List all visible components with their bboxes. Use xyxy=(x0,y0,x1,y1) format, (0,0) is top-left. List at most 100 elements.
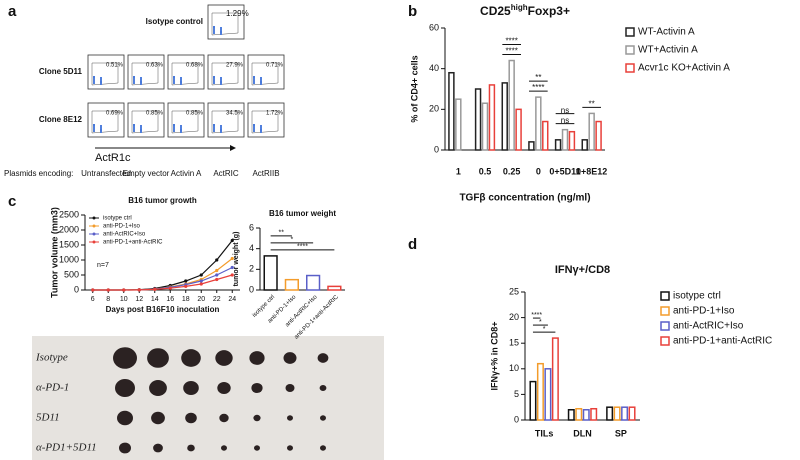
dot xyxy=(260,129,262,131)
tumor xyxy=(219,413,229,423)
significance: **** xyxy=(297,244,308,251)
dot xyxy=(253,82,255,84)
legend-swatch xyxy=(625,27,635,37)
significance: **** xyxy=(505,37,517,46)
dot xyxy=(220,125,222,127)
dot xyxy=(253,126,255,128)
dot xyxy=(213,82,215,84)
photo-row-label: 5D11 xyxy=(36,412,60,424)
y-axis-label: tumor weight (g) xyxy=(233,232,240,287)
y-tick-label: 15 xyxy=(509,338,519,348)
x-tick-label: 0+8E12 xyxy=(576,166,607,176)
chart-title: CD25highFoxp3+ xyxy=(480,3,570,18)
dot xyxy=(133,130,135,132)
tumor xyxy=(320,415,326,421)
dot xyxy=(173,82,175,84)
bar xyxy=(554,139,562,151)
y-tick-label: 5 xyxy=(514,389,519,399)
tumor xyxy=(251,382,263,394)
dot xyxy=(133,82,135,84)
point xyxy=(230,238,234,243)
legend-label: WT-Activin A xyxy=(638,27,695,38)
dot xyxy=(140,127,142,129)
dot xyxy=(93,78,95,80)
dot xyxy=(100,129,102,131)
tumor xyxy=(115,379,135,397)
x-tick-label: 16 xyxy=(166,296,174,303)
dot xyxy=(140,79,142,81)
significance: * xyxy=(543,326,546,333)
dot xyxy=(173,80,175,82)
dot xyxy=(133,80,135,82)
significance: **** xyxy=(505,47,517,56)
dot xyxy=(213,76,215,78)
bar xyxy=(606,406,614,421)
x-tick-label: 0 xyxy=(536,166,541,176)
y-axis-label: Tumor volume (mm3) xyxy=(49,207,59,298)
dot xyxy=(100,131,102,133)
legend-marker xyxy=(92,216,96,220)
point xyxy=(168,286,172,290)
dot xyxy=(173,128,175,130)
y-tick-label: 20 xyxy=(509,312,519,322)
legend-label: anti-PD-1+Iso xyxy=(103,224,141,230)
tumor xyxy=(119,442,131,454)
dot xyxy=(220,131,222,133)
tumor xyxy=(183,380,199,396)
flow-pct: 0.85% xyxy=(186,111,204,117)
panel-label: b xyxy=(408,3,417,20)
bar xyxy=(561,128,569,151)
legend-marker xyxy=(92,240,96,244)
dot xyxy=(100,81,102,83)
dot xyxy=(93,80,95,82)
dot xyxy=(220,127,222,129)
dot xyxy=(133,78,135,80)
y-tick-label: 2000 xyxy=(59,224,79,234)
bar xyxy=(327,285,342,291)
dot xyxy=(220,33,222,35)
point xyxy=(91,288,95,292)
series-line xyxy=(92,274,233,291)
tumors xyxy=(113,347,329,454)
tumor xyxy=(153,443,163,453)
legend-label: WT+Activin A xyxy=(638,45,698,56)
bar xyxy=(595,120,602,151)
tumor xyxy=(319,384,327,392)
bar xyxy=(590,407,598,421)
column-label: ActRIC xyxy=(213,169,239,178)
y-tick-label: 500 xyxy=(64,269,79,279)
dot xyxy=(213,124,215,126)
legend-marker xyxy=(92,232,96,236)
legend-swatch xyxy=(625,63,635,73)
x-tick-label: 1 xyxy=(456,166,461,176)
significance: * xyxy=(539,319,542,326)
significance: ** xyxy=(279,230,285,237)
tumor xyxy=(151,411,165,425)
flow-pct: 0.71% xyxy=(266,63,284,69)
tumor xyxy=(287,445,293,451)
y-axis-label: IFNγ+% in CD8+ xyxy=(489,321,499,390)
x-tick-label: anti-PD-1+anti-ActRIC xyxy=(294,294,341,341)
tumor xyxy=(254,445,260,451)
bar xyxy=(621,406,629,421)
title-sup: high xyxy=(511,3,528,12)
dot xyxy=(100,127,102,129)
tumor xyxy=(317,353,329,363)
dot xyxy=(253,80,255,82)
dot xyxy=(140,131,142,133)
y-tick-label: 0 xyxy=(249,284,254,294)
dot xyxy=(213,78,215,80)
x-tick-label: DLN xyxy=(573,428,592,438)
x-tick-label: 0+5D11 xyxy=(549,166,580,176)
panel-label: a xyxy=(8,3,17,20)
tumor xyxy=(149,379,167,397)
y-tick-label: 60 xyxy=(429,22,439,32)
legend-marker xyxy=(92,224,96,228)
dot xyxy=(180,129,182,131)
dot xyxy=(180,83,182,85)
gate xyxy=(211,12,239,36)
y-tick-label: 4 xyxy=(249,243,254,253)
flow-pct: 1.29% xyxy=(226,9,249,18)
x-tick-label: 6 xyxy=(91,296,95,303)
significance: * xyxy=(291,237,294,244)
